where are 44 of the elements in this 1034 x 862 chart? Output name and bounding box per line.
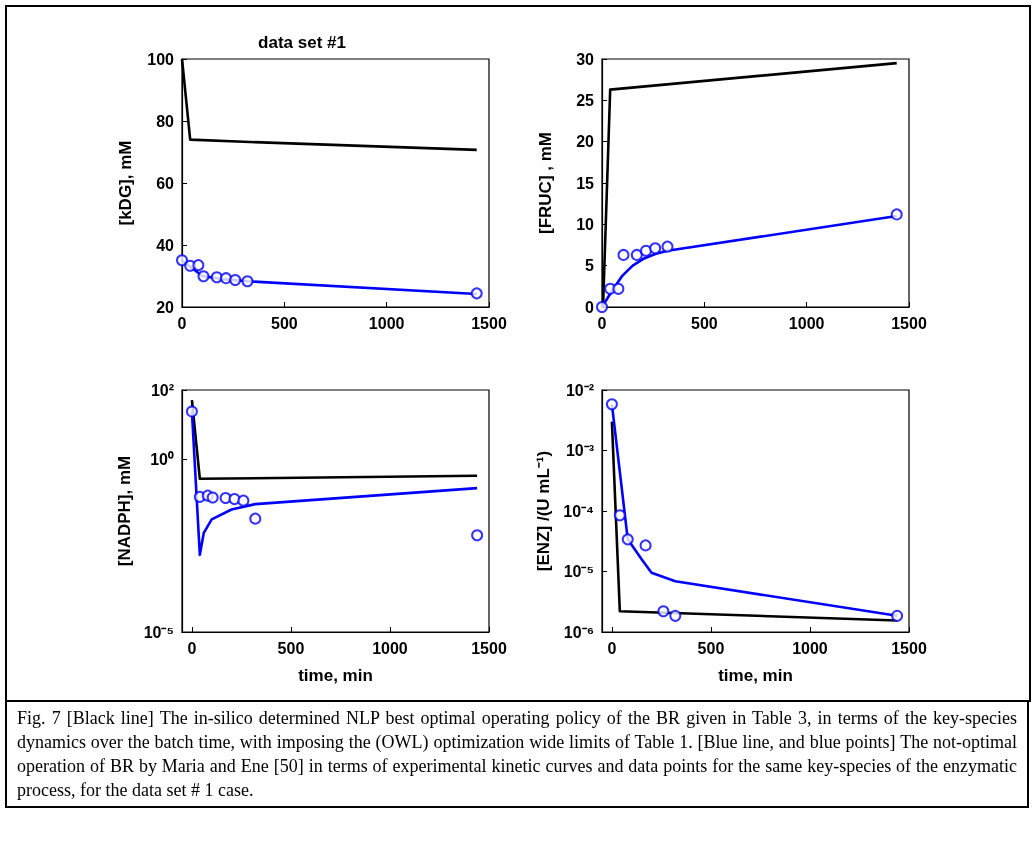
x-tick-label: 1000 (368, 314, 405, 332)
y-axis-title: [FRUC] , mM (536, 132, 555, 234)
y-tick-label: 0 (585, 298, 595, 316)
x-tick-label: 500 (697, 639, 725, 657)
x-tick-label: 1000 (372, 639, 408, 657)
y-tick-label: 25 (576, 91, 595, 109)
y-tick-label: 10⁻⁴ (563, 502, 595, 520)
y-tick-label: 20 (576, 133, 595, 151)
x-tick-label: 0 (597, 314, 607, 332)
y-tick-label: 10⁰ (150, 450, 174, 468)
x-tick-label: 500 (690, 314, 718, 332)
chart-title: data set #1 (258, 33, 346, 52)
x-tick-label: 500 (270, 314, 298, 332)
y-tick-label: 5 (585, 257, 595, 275)
x-axis-title: time, min (718, 666, 793, 685)
x-tick-label: 1000 (792, 639, 828, 657)
x-tick-label: 0 (187, 639, 197, 657)
x-tick-label: 1500 (891, 639, 927, 657)
y-tick-label: 40 (156, 236, 175, 254)
y-tick-label: 15 (576, 174, 595, 192)
x-tick-label: 1500 (891, 314, 927, 332)
y-axis-title: [NADPH], mM (114, 455, 134, 567)
y-tick-label: 10² (150, 381, 174, 399)
x-tick-label: 0 (607, 639, 617, 657)
x-tick-label: 1500 (471, 639, 507, 657)
y-tick-label: 10⁻⁵ (563, 563, 594, 580)
y-tick-label: 80 (156, 112, 175, 130)
y-tick-label: 10⁻⁶ (563, 623, 594, 641)
y-tick-label: 10 (576, 215, 595, 233)
y-tick-label: 60 (156, 174, 175, 192)
x-tick-label: 500 (277, 639, 305, 657)
y-tick-label: 20 (156, 298, 175, 316)
y-axis-title: [kDG], mM (116, 140, 135, 226)
x-tick-label: 1500 (471, 314, 507, 332)
x-tick-label: 1000 (788, 314, 825, 332)
caption: Fig. 7 [Black line] The in-silico determined NLP best optimal operating policy of the BR given in Table 3, in terms of the key-species dynamics over the batch time, with imposing the (OWL) optimization wide limits of Table 1. [Blue line, and blue points] The not-optimal operation of BR by Maria and Ene [50] in terms of experimental kinetic curves and data points for the same key-species of the enzymatic process, for the data set # 1 case. (17, 707, 1017, 802)
y-axis-title: [ENZ] /(U mL⁻¹) (534, 450, 554, 572)
y-tick-label: 10⁻³ (565, 442, 594, 459)
x-tick-label: 0 (177, 314, 187, 332)
y-tick-label: 30 (576, 50, 595, 68)
y-tick-label: 100 (147, 50, 175, 68)
x-axis-title: time, min (298, 666, 373, 685)
y-tick-label: 10⁻² (565, 381, 594, 399)
y-tick-label: 10⁻⁵ (143, 623, 174, 641)
